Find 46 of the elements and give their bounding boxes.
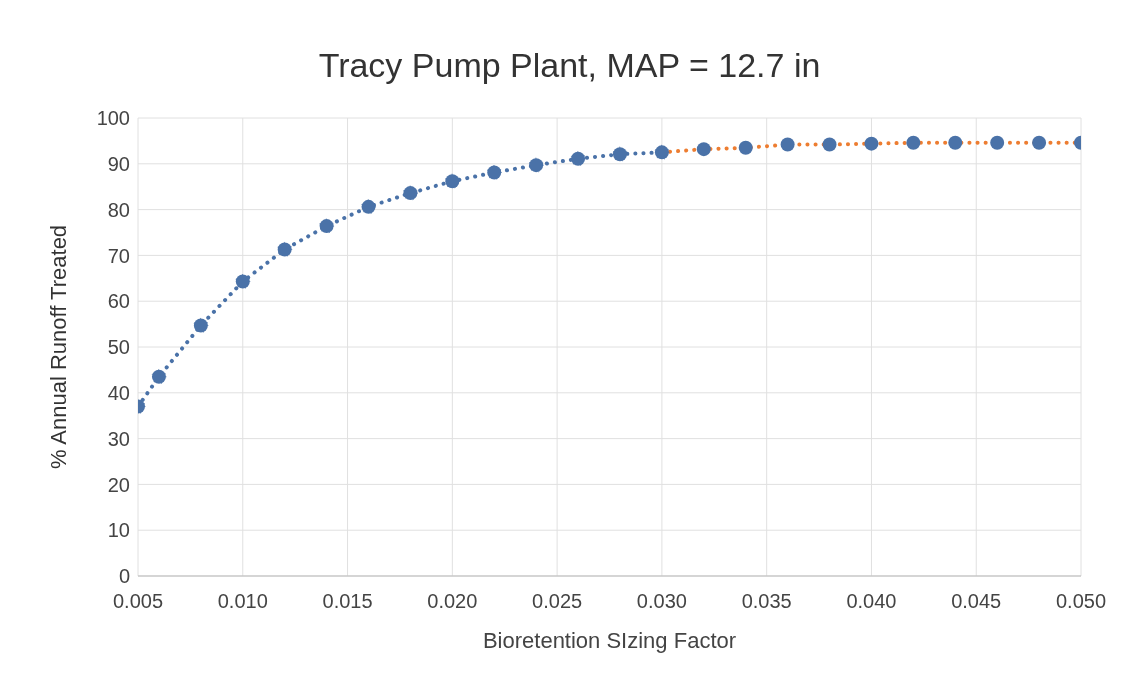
point (235, 274, 251, 290)
chart-title: Tracy Pump Plant, MAP = 12.7 in (317, 46, 822, 85)
y-tick-label: 0 (118, 565, 130, 588)
y-tick-label: 40 (107, 381, 130, 404)
y-tick-label: 20 (107, 473, 130, 496)
y-tick-label: 70 (107, 244, 130, 267)
x-tick-label: 0.030 (636, 590, 687, 613)
point (780, 137, 795, 152)
x-tick-label: 0.050 (1055, 590, 1107, 613)
point (319, 218, 335, 234)
y-tick-label: 80 (107, 198, 130, 221)
point (486, 165, 502, 180)
point (864, 136, 879, 151)
point (906, 135, 921, 150)
point (1032, 135, 1047, 150)
point (948, 135, 963, 150)
y-tick-label: 50 (107, 336, 130, 359)
point (696, 142, 711, 157)
point (990, 135, 1005, 150)
y-axis-title: % Annual Runoff Treated (45, 224, 71, 470)
x-tick-label: 0.045 (951, 590, 1002, 613)
x-tick-label: 0.005 (112, 590, 164, 613)
point (612, 146, 628, 162)
point (570, 151, 586, 167)
x-axis-title: Bioretention SIzing Factor (482, 628, 737, 653)
point (654, 144, 670, 160)
point (193, 317, 209, 333)
x-tick-label: 0.010 (217, 590, 268, 613)
x-tick-label: 0.035 (741, 590, 792, 613)
point (822, 137, 837, 152)
y-tick-label: 10 (107, 519, 130, 542)
y-tick-label: 100 (96, 107, 130, 130)
y-tick-label: 90 (107, 152, 130, 175)
x-tick-label: 0.020 (427, 590, 478, 613)
x-tick-label: 0.040 (846, 590, 897, 613)
point (444, 173, 460, 189)
y-tick-label: 60 (107, 290, 130, 313)
point (151, 369, 167, 385)
x-tick-label: 0.025 (532, 590, 583, 613)
point (402, 185, 418, 201)
x-tick-label: 0.015 (322, 590, 373, 613)
point (738, 140, 753, 155)
point (277, 241, 293, 257)
point (528, 157, 544, 173)
y-tick-label: 30 (107, 427, 130, 450)
point (361, 199, 377, 215)
